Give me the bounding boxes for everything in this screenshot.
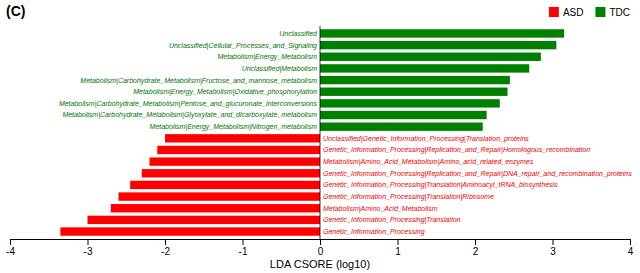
category-label: Genetic_Information_Processing|Translati… (323, 193, 494, 201)
category-label: Metabolism|Energy_Metabolism (218, 53, 318, 61)
tick-mark (398, 239, 399, 245)
bar (320, 76, 510, 84)
bar (130, 181, 320, 189)
bar (320, 99, 500, 107)
bar (165, 134, 320, 142)
tick-label: 0 (318, 246, 324, 257)
tick-mark (165, 239, 166, 245)
bar (88, 216, 321, 224)
bar (142, 169, 320, 177)
tick-mark (630, 239, 631, 245)
category-label: Metabolism|Amino_Acid_Metabolism (323, 205, 438, 213)
category-label: Genetic_Information_Processing (323, 228, 425, 236)
tick-label: 3 (550, 246, 556, 257)
tick-label: 1 (395, 246, 401, 257)
chart: -4 -3 -2 -1 0 1 2 3 4 Unclassified|Genetic_Inform… (0, 0, 640, 273)
bar (320, 41, 556, 49)
tick-mark (553, 239, 554, 245)
category-label: Unclassified|Genetic_Information_Process… (323, 135, 529, 143)
tick: 4 (628, 239, 634, 257)
x-axis: -4 -3 -2 -1 0 1 2 3 4 (6, 239, 634, 257)
bar (111, 204, 320, 212)
tick-mark (475, 239, 476, 245)
bar (320, 29, 564, 37)
title: (C) (6, 3, 25, 19)
tick-label: -2 (161, 246, 170, 257)
category-label: Unclassified|Metabolism (242, 65, 318, 73)
legend: ASD TDC (549, 7, 630, 18)
legend-label: TDC (609, 7, 630, 18)
category-label: Metabolism|Carbohydrate_Metabolism|Fruct… (80, 77, 317, 85)
category-label: Genetic_Information_Processing|Translati… (323, 216, 461, 224)
tick-label: 2 (473, 246, 479, 257)
category-label: Metabolism|Energy_Metabolism|Nitrogen_me… (150, 123, 318, 131)
tick-label: -1 (239, 246, 248, 257)
category-label: Genetic_Information_Processing|Replicati… (323, 170, 632, 178)
tick: 0 (318, 239, 324, 257)
tick-label: -4 (6, 246, 15, 257)
category-labels: Unclassified|Genetic_Information_Process… (59, 30, 632, 236)
tick-mark (88, 239, 89, 245)
zero-line (320, 26, 321, 239)
category-label: Metabolism|Carbohydrate_Metabolism|Pento… (59, 100, 318, 108)
bar (157, 146, 320, 154)
x-axis-title: LDA CSORE (log10) (270, 258, 370, 270)
category-label: Genetic_Information_Processing|Translati… (323, 181, 558, 189)
tick-mark (243, 239, 244, 245)
tick: -2 (161, 239, 170, 257)
tick-label: 4 (628, 246, 634, 257)
tick-label: -3 (84, 246, 93, 257)
legend-entry: TDC (595, 7, 630, 18)
tick: 2 (473, 239, 479, 257)
bar (119, 192, 321, 200)
tick: 3 (550, 239, 556, 257)
plot: -4 -3 -2 -1 0 1 2 3 4 Unclassified|Genetic_Inform… (6, 26, 634, 257)
bar (150, 157, 321, 165)
bars (60, 29, 564, 235)
bar (320, 64, 529, 72)
bar (320, 111, 487, 119)
category-label: Metabolism|Energy_Metabolism|Oxidative_p… (133, 88, 317, 96)
bar (60, 227, 320, 235)
tick: -1 (239, 239, 248, 257)
category-label: Metabolism|Carbohydrate_Metabolism|Glyox… (62, 111, 317, 119)
legend-swatch (595, 7, 605, 17)
category-label: Metabolism|Amino_Acid_Metabolism|Amino_a… (323, 158, 534, 166)
bar (320, 53, 541, 61)
category-label: Genetic_Information_Processing|Replicati… (323, 146, 590, 154)
category-label: Unclassified|Cellular_Processes_and_Sign… (169, 42, 317, 50)
category-label: Unclassified (279, 30, 318, 37)
tick-mark (320, 239, 321, 245)
bar (320, 88, 508, 96)
bar (320, 122, 483, 130)
legend-entry: ASD (549, 7, 584, 18)
tick-mark (10, 239, 11, 245)
legend-swatch (549, 7, 559, 17)
tick: 1 (395, 239, 401, 257)
axis-line (11, 240, 631, 246)
tick: -3 (84, 239, 93, 257)
legend-label: ASD (563, 7, 584, 18)
tick: -4 (6, 239, 15, 257)
